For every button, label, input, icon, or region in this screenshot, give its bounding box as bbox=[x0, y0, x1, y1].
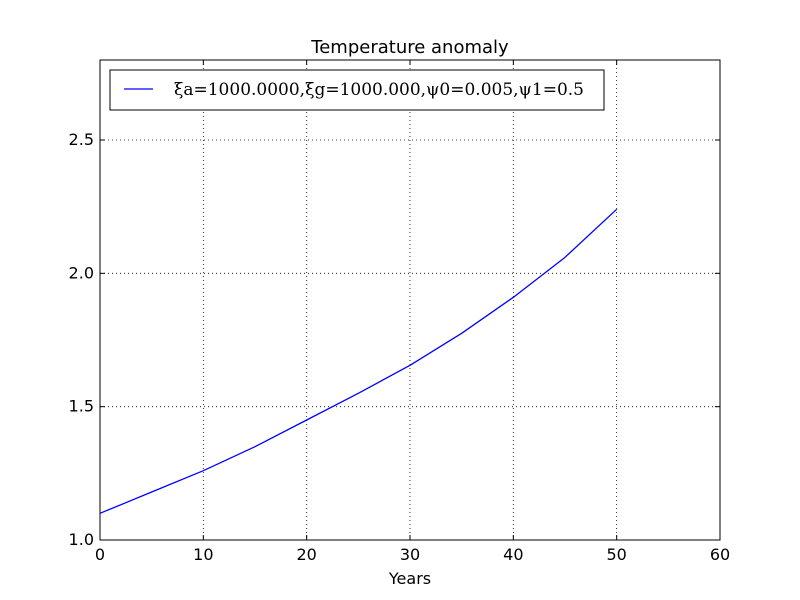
legend: ξa=1000.0000,ξg=1000.000,ψ0=0.005,ψ1=0.5 bbox=[109, 69, 605, 111]
x-tick-label: 30 bbox=[400, 545, 420, 564]
x-tick-label: 10 bbox=[193, 545, 213, 564]
y-tick-label: 1.5 bbox=[69, 397, 94, 416]
x-tick-label: 20 bbox=[296, 545, 316, 564]
x-tick-label: 0 bbox=[95, 545, 105, 564]
plot-lines bbox=[99, 208, 618, 514]
x-tick-label: 60 bbox=[710, 545, 730, 564]
series-line bbox=[99, 208, 618, 514]
chart-title: Temperature anomaly bbox=[310, 37, 509, 58]
legend-box bbox=[109, 69, 605, 111]
legend-entry-label: ξa=1000.0000,ξg=1000.000,ψ0=0.005,ψ1=0.5 bbox=[174, 80, 584, 100]
y-tick-label: 2.0 bbox=[69, 263, 94, 282]
x-tick-labels: 0 10 20 30 40 50 60 bbox=[95, 545, 730, 564]
y-tick-label: 2.5 bbox=[69, 130, 94, 149]
x-axis-label: Years bbox=[388, 569, 431, 588]
y-tick-label: 1.0 bbox=[69, 530, 94, 549]
x-tick-label: 50 bbox=[606, 545, 626, 564]
y-tick-labels: 1.0 1.5 2.0 2.5 bbox=[69, 130, 94, 549]
axis-ticks bbox=[99, 60, 721, 541]
grid bbox=[100, 60, 720, 540]
x-tick-label: 40 bbox=[503, 545, 523, 564]
